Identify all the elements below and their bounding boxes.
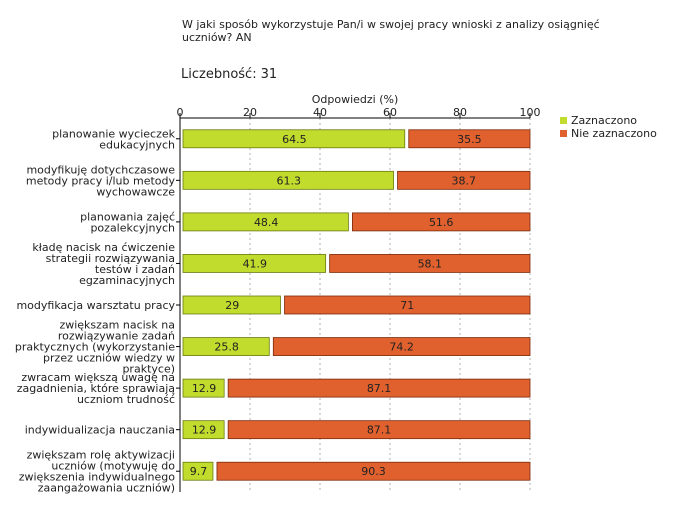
category-label-line: uczniów (motywuję do [51, 460, 175, 473]
category-label-line: metody pracy i/lub metody [26, 174, 176, 187]
category-label: modyfikuję dotychczasowe metody pracy i/l… [26, 163, 176, 198]
bar-nie-zaznaczono [284, 295, 531, 315]
data-label-nie-zaznaczono: 38.7 [452, 174, 477, 187]
category-label-line: planowania zajęć [80, 210, 175, 223]
data-label-zaznaczono: 12.9 [192, 424, 217, 437]
data-label-zaznaczono: 25.8 [214, 341, 239, 354]
x-axis-label: Odpowiedzi (%) [312, 93, 399, 106]
category-label-line: egzaminacyjnych [79, 274, 175, 287]
bar-zaznaczono [182, 378, 225, 398]
category-label-line: zwiększam rolę aktywizacji [27, 449, 175, 462]
bar-zaznaczono [182, 295, 281, 315]
bar-nie-zaznaczono [227, 378, 531, 398]
x-tick-label: 80 [453, 106, 467, 119]
bar-nie-zaznaczono [216, 461, 531, 481]
category-label: kładę nacisk na ćwiczenie strategii rozwi… [32, 241, 175, 287]
category-label-line: zwiększam nacisk na [59, 319, 175, 332]
bar-nie-zaznaczono [329, 254, 531, 273]
bar-zaznaczono [182, 212, 349, 232]
data-label-zaznaczono: 41.9 [243, 257, 268, 270]
legend-swatch-zaznaczono [560, 117, 567, 124]
x-tick-label: 0 [177, 106, 184, 119]
bar-nie-zaznaczono [351, 212, 531, 232]
category-label-line: planowanie wycieczek [52, 127, 175, 140]
category-label: zwiększam nacisk na rozwiązywanie zadań pr… [15, 319, 175, 376]
category-label-line: wychowawcze [96, 185, 175, 198]
data-label-nie-zaznaczono: 87.1 [367, 382, 392, 395]
bar-zaznaczono [182, 254, 327, 273]
category-label-line: zagadnienia, które sprawiają [17, 382, 176, 395]
category-label-line: przez uczniów wiedzy w [43, 352, 175, 365]
bar-nie-zaznaczono [227, 420, 531, 440]
data-label-zaznaczono: 61.3 [277, 174, 302, 187]
bar-zaznaczono [182, 170, 394, 190]
category-label: modyfikacja warsztatu pracy [16, 299, 175, 312]
category-label: planowanie wycieczek edukacyjnych [52, 127, 175, 151]
data-label-nie-zaznaczono: 51.6 [429, 216, 454, 229]
bar-nie-zaznaczono [408, 129, 531, 149]
data-label-zaznaczono: 48.4 [254, 216, 279, 229]
category-label-line: modyfikacja warsztatu pracy [16, 299, 175, 312]
category-label-line: kładę nacisk na ćwiczenie [32, 241, 175, 254]
data-label-nie-zaznaczono: 71 [400, 299, 414, 312]
data-label-nie-zaznaczono: 74.2 [389, 341, 414, 354]
bar-zaznaczono [182, 420, 225, 440]
category-label-line: zwracam większą uwagę na [21, 371, 175, 384]
data-label-nie-zaznaczono: 90.3 [361, 465, 386, 478]
category-label: zwracam większą uwagę na zagadnienia, któ… [17, 371, 176, 406]
category-label-line: indywidualizacja nauczania [25, 424, 175, 437]
x-tick-label: 40 [313, 106, 327, 119]
x-tick-label: 60 [383, 106, 397, 119]
category-label: planowania zajęć pozalekcyjnych [80, 210, 175, 234]
category-label-line: edukacyjnych [99, 138, 175, 151]
legend-label-nie-zaznaczono: Nie zaznaczono [571, 127, 657, 140]
data-label-zaznaczono: 12.9 [192, 382, 217, 395]
legend-swatch-nie-zaznaczono [560, 130, 567, 137]
data-label-nie-zaznaczono: 58.1 [418, 257, 443, 270]
bar-zaznaczono [182, 129, 406, 149]
legend-label-zaznaczono: Zaznaczono [571, 114, 637, 127]
category-label-line: zaangażowania uczniów) [38, 482, 175, 495]
category-label-line: praktyce) [122, 363, 175, 376]
category-label: zwiększam rolę aktywizacji uczniów (motyw… [19, 449, 176, 495]
category-label-line: testów i zadań [95, 263, 175, 276]
x-tick-label: 20 [243, 106, 257, 119]
data-label-nie-zaznaczono: 87.1 [367, 424, 392, 437]
bar-zaznaczono [182, 461, 214, 481]
bar-nie-zaznaczono [272, 337, 531, 356]
data-label-zaznaczono: 9.7 [190, 465, 208, 478]
category-label: indywidualizacja nauczania [25, 424, 175, 437]
x-tick-label: 100 [520, 106, 541, 119]
category-label-line: pozalekcyjnych [90, 221, 175, 234]
category-label-line: uczniom trudność [77, 393, 175, 406]
count-label: Liczebność: [181, 67, 257, 82]
category-label-line: modyfikuję dotychczasowe [26, 163, 175, 176]
category-label-line: rozwiązywanie zadań [58, 330, 175, 343]
sample-size: Liczebność: 31 [181, 67, 277, 82]
data-label-zaznaczono: 29 [225, 299, 239, 312]
category-label-line: zwiększenia indywidualnego [19, 471, 176, 484]
bar-zaznaczono [182, 337, 270, 356]
data-label-zaznaczono: 64.5 [282, 133, 307, 146]
chart-title: W jaki sposób wykorzystuje Pan/i w swoje… [182, 18, 600, 44]
bar-nie-zaznaczono [397, 170, 531, 190]
category-label-line: strategii rozwiązywania [46, 252, 175, 265]
count-value: 31 [260, 67, 278, 82]
data-label-nie-zaznaczono: 35.5 [457, 133, 482, 146]
category-label-line: praktycznych (wykorzystanie [15, 341, 175, 354]
